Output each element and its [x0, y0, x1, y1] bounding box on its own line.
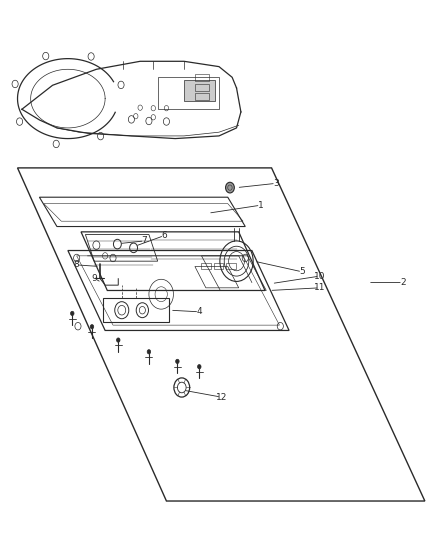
Bar [201, 263, 211, 269]
Circle shape [176, 359, 179, 364]
Bar [214, 263, 223, 269]
Circle shape [117, 338, 120, 342]
Bar [226, 263, 236, 269]
Text: 10: 10 [314, 272, 325, 280]
Bar [158, 77, 219, 109]
Text: 6: 6 [161, 231, 167, 240]
Circle shape [226, 182, 234, 193]
Text: 9: 9 [91, 274, 97, 282]
Text: 5: 5 [299, 268, 305, 276]
Bar [195, 84, 209, 91]
Circle shape [90, 325, 94, 329]
Circle shape [198, 365, 201, 369]
Bar [195, 93, 209, 100]
Text: 3: 3 [273, 179, 279, 188]
Circle shape [147, 350, 151, 354]
Bar [195, 74, 209, 81]
Text: 7: 7 [141, 237, 148, 245]
Text: 11: 11 [314, 284, 325, 292]
Text: 1: 1 [258, 201, 264, 209]
Text: 12: 12 [215, 393, 227, 401]
Text: 8: 8 [74, 261, 80, 269]
Text: 2: 2 [400, 278, 406, 287]
Circle shape [71, 311, 74, 316]
Text: 4: 4 [197, 308, 202, 316]
Bar [184, 80, 215, 101]
